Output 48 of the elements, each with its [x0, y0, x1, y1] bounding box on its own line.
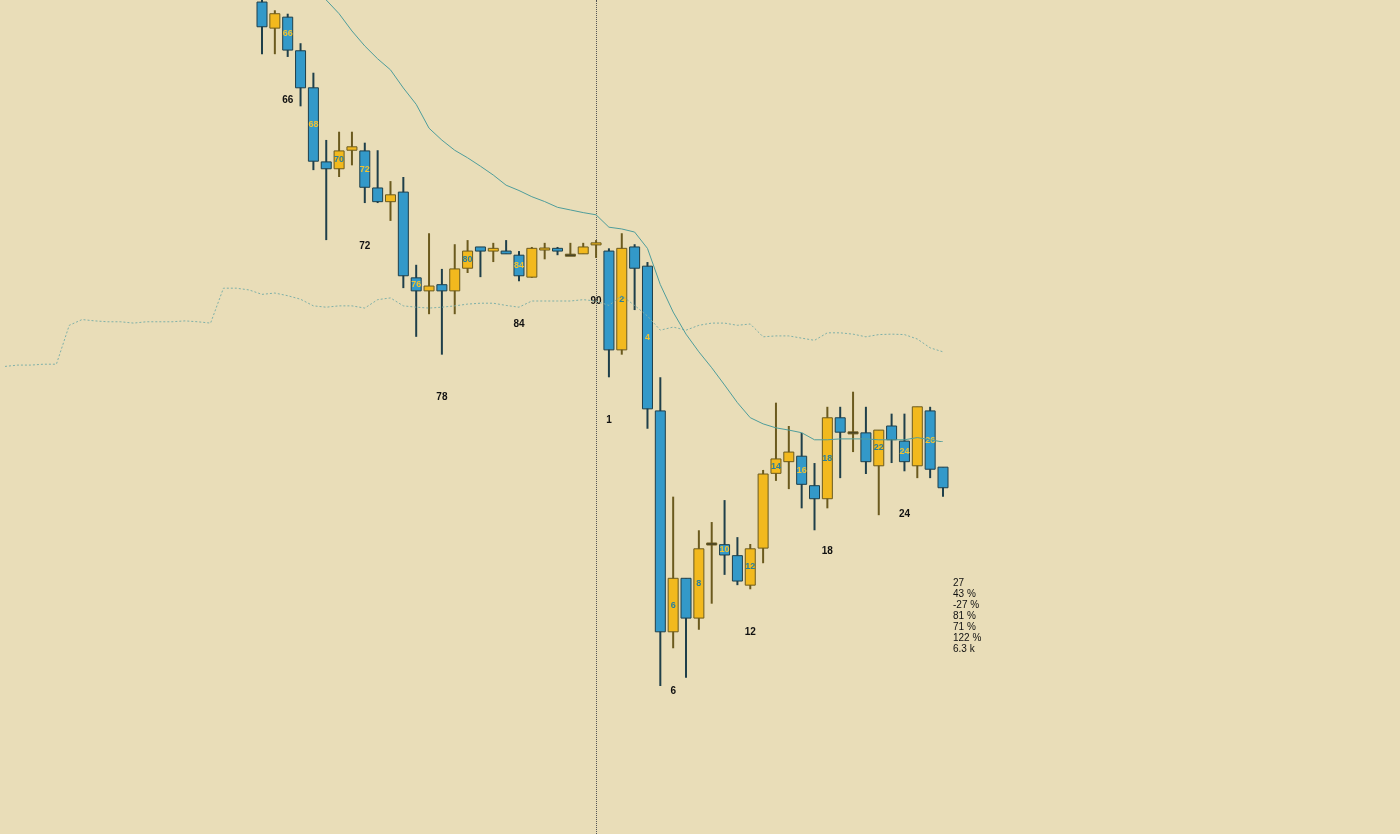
text: 10 [719, 544, 730, 555]
annotation: 72 [359, 163, 370, 174]
annotation: 66 [282, 28, 293, 39]
candlestick [372, 149, 384, 205]
candlestick [449, 243, 461, 316]
candlestick [320, 138, 332, 242]
text: 43 % [953, 588, 977, 599]
candlestick [384, 180, 396, 222]
candlestick [487, 241, 499, 264]
text: 24 [898, 508, 911, 520]
text: 8 [696, 577, 702, 588]
candlestick [423, 232, 435, 316]
text: 6 [670, 685, 676, 697]
text: 72 [359, 239, 371, 251]
text: 2 [619, 293, 625, 304]
text: 68 [308, 118, 319, 129]
annotation: 12 [745, 561, 756, 572]
text: 70 [334, 154, 345, 165]
text: 76 [411, 278, 422, 289]
candlestick [886, 412, 898, 465]
text: 4 [644, 332, 650, 342]
annotation: 1 [606, 414, 613, 426]
text: 71 % [953, 621, 977, 632]
candlestick [834, 405, 846, 480]
text: 6.3 k [953, 643, 976, 654]
text: 80 [462, 254, 473, 265]
text: 122 % [953, 632, 982, 643]
candlestick [629, 243, 641, 312]
text: 18 [821, 545, 833, 557]
candlestick [269, 9, 281, 56]
candlestick [706, 521, 718, 605]
text: 22 [873, 442, 884, 453]
annotation: 90 [590, 294, 603, 306]
annotation: 6 [670, 599, 676, 610]
text: -27 % [953, 599, 981, 610]
candlestick [847, 390, 859, 454]
annotation: 78 [436, 391, 448, 403]
candlestick [809, 462, 821, 532]
candlestick [474, 245, 486, 279]
candlestick [436, 267, 448, 356]
text: 26 [925, 434, 936, 445]
text: 14 [770, 460, 781, 471]
annotation: 84 [513, 259, 524, 270]
text: 81 % [953, 610, 977, 621]
text: 84 [513, 318, 525, 330]
text: 12 [744, 626, 756, 638]
text: 66 [282, 93, 294, 105]
text: 27 [953, 577, 966, 588]
